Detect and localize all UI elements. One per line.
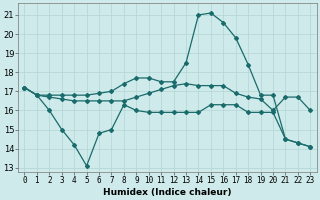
X-axis label: Humidex (Indice chaleur): Humidex (Indice chaleur) bbox=[103, 188, 232, 197]
